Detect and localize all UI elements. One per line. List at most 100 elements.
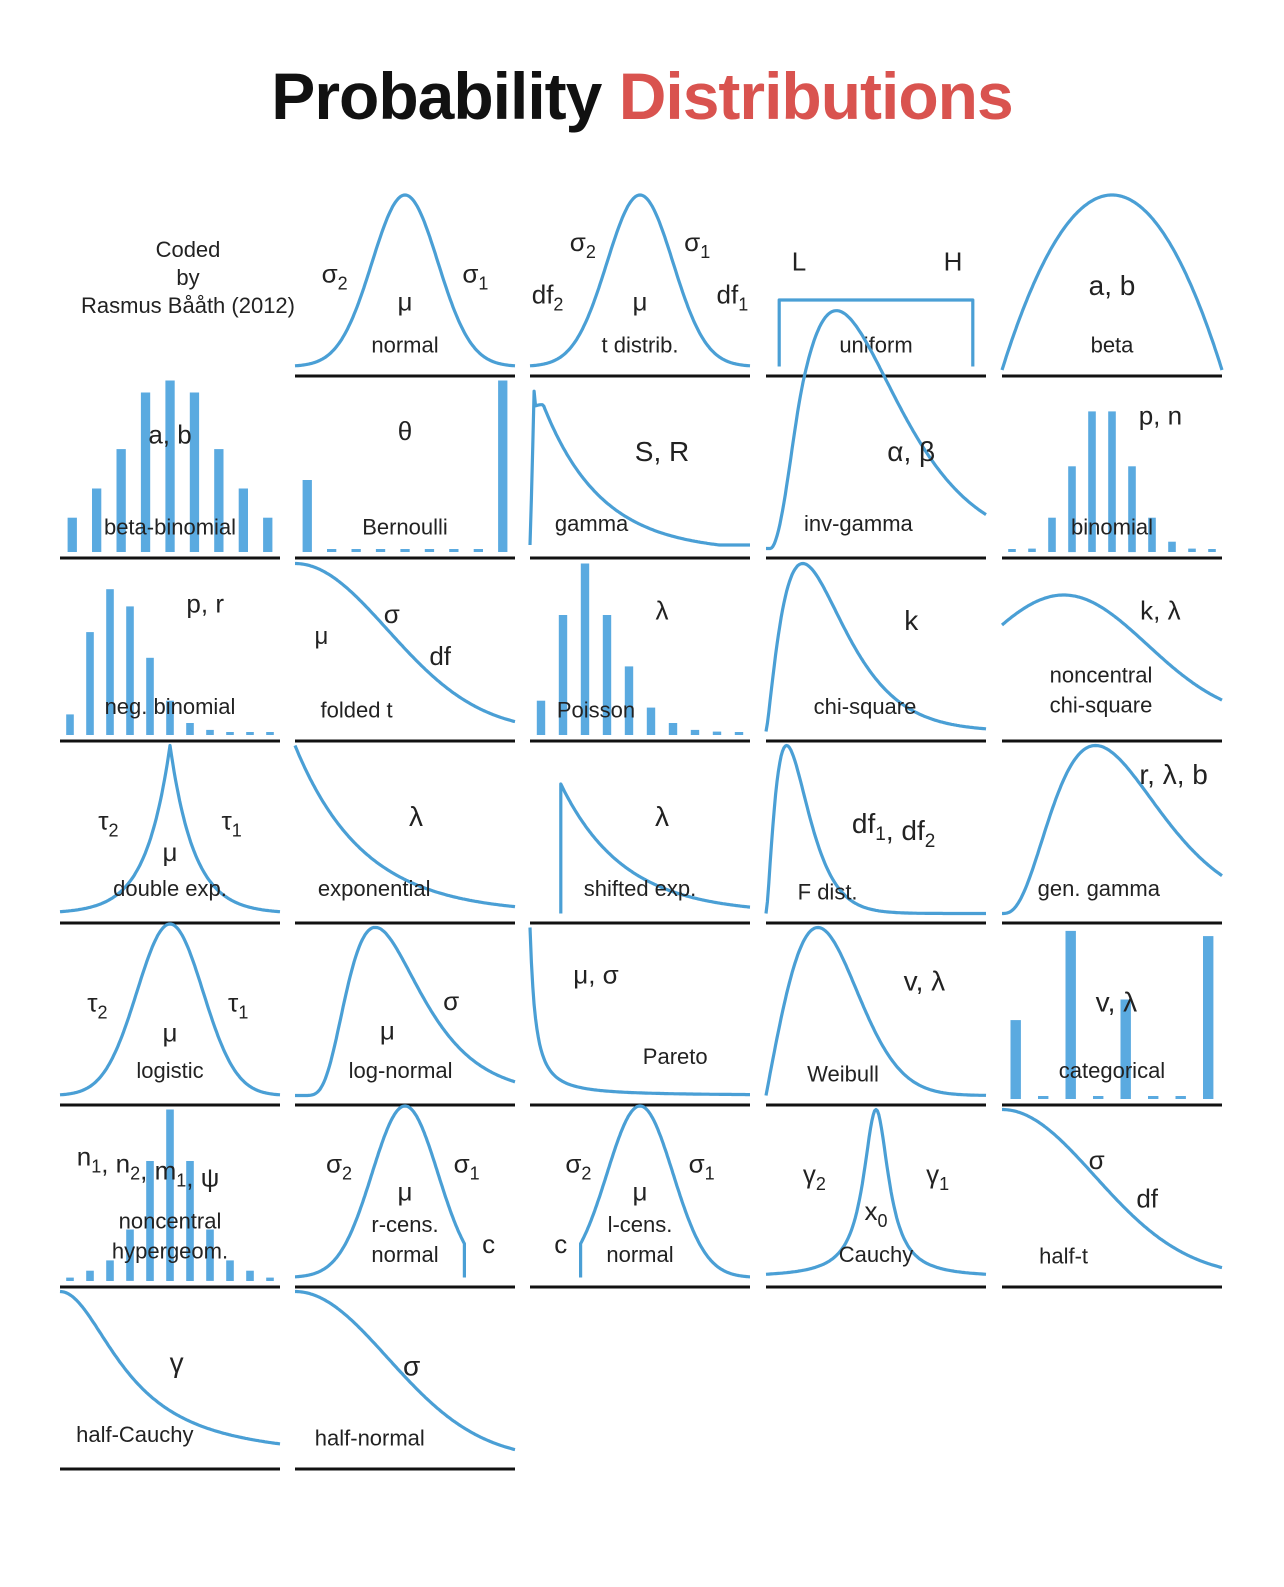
parameter-label: τ2: [98, 806, 118, 841]
mass-bar: [106, 1260, 114, 1281]
parameter-label: σ2: [322, 259, 348, 294]
parameter-label: λ: [655, 801, 669, 832]
panel-r-cens-normal: r-cens. normal σ2 σ1 μ c: [294, 1104, 515, 1289]
panel-weibull: Weibull v, λ: [764, 925, 987, 1107]
distribution-name: neg. binomial: [105, 694, 236, 719]
panel-normal: normal σ2 σ1 μ: [294, 193, 516, 378]
mass-bar: [140, 392, 151, 552]
parameter-label: λ: [656, 596, 669, 626]
parameter-label: k: [904, 605, 919, 636]
mass-bar: [86, 1270, 94, 1281]
mass-bar: [1148, 517, 1156, 552]
panel-beta: beta a, b: [1000, 193, 1224, 378]
mass-bar: [558, 615, 568, 735]
parameter-label: df2: [532, 280, 564, 315]
panel-poisson: Poisson λ: [530, 563, 750, 743]
panel-categorical: categorical v, λ: [1002, 930, 1222, 1107]
distribution-name: exponential: [318, 876, 431, 901]
mass-bar: [734, 732, 744, 735]
mass-bar: [624, 666, 634, 735]
mass-bar: [375, 549, 386, 552]
parameter-label: γ2: [803, 1159, 826, 1194]
parameter-label: μ: [163, 1017, 178, 1047]
panel-half-t: half-t σ df: [1001, 1107, 1223, 1289]
distribution-name: half-Cauchy: [76, 1422, 193, 1447]
distribution-name: F dist.: [798, 880, 858, 905]
parameter-label: H: [944, 246, 963, 276]
mass-bar: [690, 729, 700, 735]
parameter-label: γ: [170, 1347, 184, 1378]
panel-half-cauchy: half-Cauchy γ: [59, 1289, 281, 1471]
distribution-name: noncentral: [119, 1209, 222, 1234]
mass-bar: [580, 563, 590, 735]
panel-log-normal: log-normal σ μ: [294, 925, 516, 1107]
mass-bar: [106, 589, 114, 735]
distribution-name: Weibull: [807, 1062, 879, 1087]
parameter-label: df1: [717, 280, 749, 315]
parameter-label: μ: [398, 287, 413, 317]
panel-uniform: uniform L H: [766, 246, 986, 378]
mass-bar: [1093, 1096, 1104, 1099]
mass-bar: [1028, 548, 1036, 552]
mass-bar: [646, 707, 656, 735]
mass-bar: [263, 517, 273, 552]
title-word-probability: Probability: [271, 59, 602, 133]
panel-folded-t: folded t μ σdf: [294, 561, 516, 743]
parameter-label: a, b: [148, 420, 191, 450]
credit-line-1: Coded: [155, 237, 221, 262]
parameter-label: σ2: [565, 1149, 591, 1184]
panel-cauchy: Cauchy γ2 γ1 x0: [765, 1107, 987, 1289]
mass-bar: [1203, 936, 1214, 1099]
parameter-label: σ2: [570, 227, 596, 262]
parameter-label: μ: [163, 837, 178, 867]
density-curve: [294, 925, 516, 1098]
distribution-name: binomial: [1071, 515, 1153, 540]
parameter-label: λ: [409, 801, 423, 832]
mass-bar: [126, 1229, 134, 1281]
parameter-label: n1, n2, m1, ψ: [77, 1142, 220, 1193]
distribution-name: Cauchy: [839, 1242, 914, 1267]
distribution-name: logistic: [136, 1058, 203, 1083]
parameter-label: c: [482, 1229, 495, 1259]
mass-bar: [1010, 1020, 1021, 1099]
panel-binomial: binomial p, n: [1002, 400, 1222, 560]
distribution-name: half-t: [1039, 1244, 1088, 1269]
parameter-label: σ1: [689, 1149, 715, 1184]
distribution-name: folded t: [321, 698, 393, 723]
mass-bar: [246, 1270, 254, 1281]
density-curve: [294, 193, 516, 368]
mass-bar: [1068, 466, 1076, 553]
mass-bar: [400, 549, 410, 552]
panel-f-dist: F dist. df1, df2: [764, 743, 987, 925]
distribution-name: normal: [371, 1242, 438, 1267]
page-title: Probability Distributions: [0, 58, 1284, 134]
mass-bar: [92, 488, 102, 552]
parameter-label: p, n: [1139, 400, 1182, 430]
distribution-name: chi-square: [1050, 692, 1153, 717]
parameter-label: df: [1136, 1184, 1158, 1214]
mass-bar: [116, 449, 126, 552]
mass-bar: [424, 549, 435, 552]
mass-bar: [602, 615, 612, 735]
parameter-label: k, λ: [1140, 596, 1180, 626]
panel-gamma: gamma S, R: [528, 389, 751, 560]
mass-bar: [189, 392, 200, 552]
parameter-label: τ2: [87, 988, 107, 1023]
density-curve: [764, 743, 987, 916]
parameter-label: τ1: [221, 806, 241, 841]
title-word-distributions: Distributions: [618, 59, 1014, 133]
parameter-label: θ: [398, 416, 412, 446]
parameter-label: σ1: [462, 259, 488, 294]
mass-bar: [1188, 548, 1196, 552]
mass-bar: [536, 700, 546, 735]
mass-bar: [351, 549, 361, 552]
mass-bar: [1088, 411, 1096, 552]
density-curve: [59, 922, 281, 1097]
density-curve: [764, 925, 987, 1097]
mass-bar: [1208, 549, 1216, 552]
density-curve: [1000, 193, 1224, 371]
mass-bar: [302, 480, 312, 552]
parameter-label: α, β: [887, 436, 935, 467]
parameter-label: σ: [1089, 1145, 1105, 1175]
credit-line-3: Rasmus Bååth (2012): [81, 293, 295, 318]
